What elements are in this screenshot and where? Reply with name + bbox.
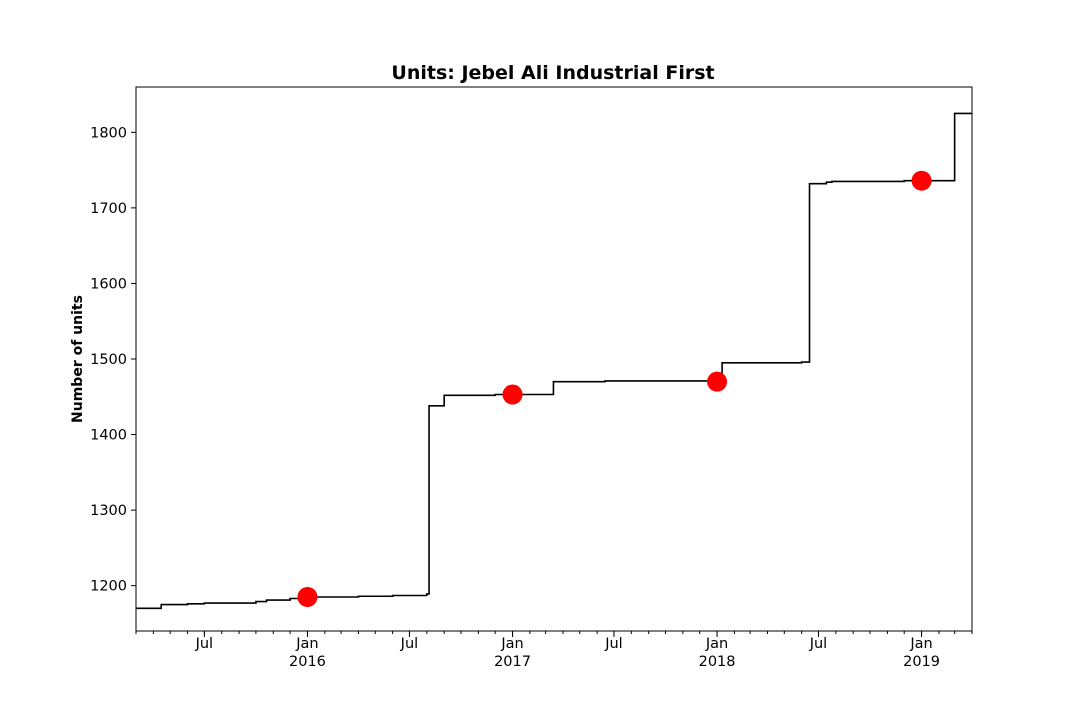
y-tick-label: 1500 [90,352,127,368]
y-tick-label: 1800 [90,125,127,141]
data-point-marker [911,170,932,191]
x-tick-year-label: 2016 [289,654,326,670]
plot-frame [135,86,973,632]
data-point-marker [707,371,728,392]
x-tick-label: Jul [400,636,419,652]
x-tick-label: Jul [195,636,214,652]
x-tick-label: Jan [500,636,523,652]
x-tick-label: Jan [909,636,932,652]
ticks-layer: 1200 1300 1400 1500 1600 1700 1800 Jul Jan 2016 Ju… [90,125,973,670]
data-point-marker [297,587,318,607]
y-tick-label: 1400 [90,428,127,444]
x-tick-year-label: 2018 [699,654,736,670]
chart-title: Units: Jebel Ali Industrial First [391,62,714,84]
y-axis-label: Number of units [70,295,86,423]
x-tick-label: Jul [604,636,623,652]
step-series-line [136,112,972,610]
y-tick-label: 1700 [90,201,127,217]
y-tick-label: 1300 [90,503,127,519]
y-tick-label: 1600 [90,276,127,292]
series-layer [136,112,972,610]
x-tick-year-label: 2017 [494,654,531,670]
x-tick-label: Jan [705,636,728,652]
y-tick-label: 1200 [90,579,127,595]
x-tick-label: Jul [809,636,828,652]
data-point-marker [502,384,523,405]
x-tick-year-label: 2019 [903,654,940,670]
x-tick-label: Jan [295,636,318,652]
